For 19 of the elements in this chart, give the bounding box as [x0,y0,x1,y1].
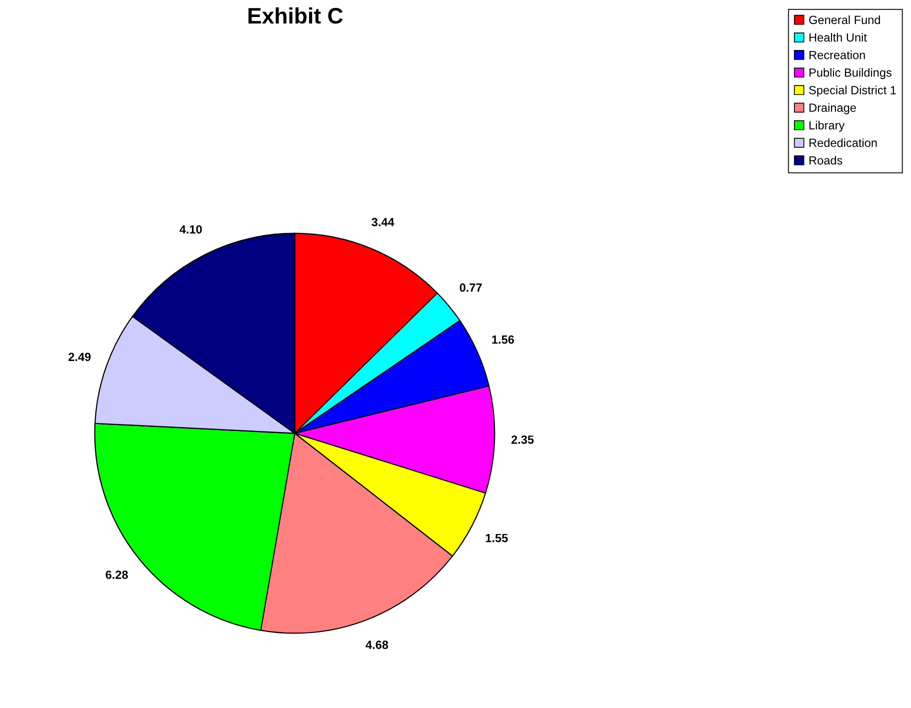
data-label: 2.35 [511,435,534,444]
legend-label: General Fund [809,15,880,24]
data-label: 1.56 [492,335,514,344]
data-label: 0.77 [460,283,482,292]
legend-label: Special District 1 [809,86,896,97]
legend-label: Rededication [810,138,877,148]
data-label: 2.49 [68,352,91,362]
chart-title: Exhibit C [248,7,343,24]
legend-label: Library [810,120,845,132]
legend-label: Recreation [810,50,865,60]
data-label: 3.44 [372,218,394,226]
data-label: 4.10 [180,225,202,234]
data-label: 4.68 [366,640,388,650]
data-label: 1.55 [486,534,508,542]
legend-label: Public Buildings [810,68,892,80]
legend-label: Drainage [810,103,856,114]
legend-label: Health Unit [810,32,867,42]
legend-label: Roads [810,156,842,165]
data-label: 6.28 [106,570,128,579]
